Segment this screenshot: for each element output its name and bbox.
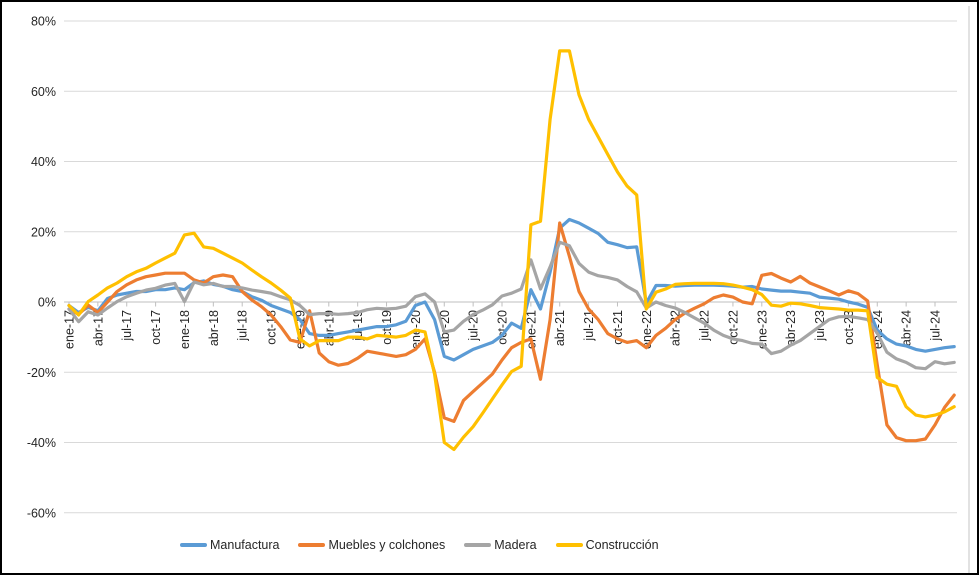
legend: Manufactura Muebles y colchones Madera Cons… [180, 538, 659, 552]
x-axis-tick-label: abr-24 [900, 310, 914, 346]
x-axis-tick-label: jul-19 [351, 310, 365, 342]
x-axis-tick-label: abr-17 [91, 310, 105, 346]
legend-label: Manufactura [210, 538, 280, 552]
x-axis-tick-label: oct-22 [726, 310, 740, 345]
x-axis-tick-label: abr-22 [669, 310, 683, 346]
x-axis-tick-label: jul-22 [698, 310, 712, 342]
x-axis-tick-label: oct-23 [842, 310, 856, 345]
x-axis-tick-label: ene-23 [755, 310, 769, 349]
x-axis-tick-label: jul-18 [236, 310, 250, 342]
legend-swatch-icon [180, 543, 207, 547]
y-axis-tick-label: 80% [31, 15, 56, 29]
x-axis-tick-label: ene-17 [63, 310, 77, 349]
x-axis-tick-label: oct-17 [149, 310, 163, 345]
x-axis-tick-label: jul-17 [120, 310, 134, 342]
legend-item: Construcción [555, 538, 659, 552]
x-axis-tick-label: abr-21 [553, 310, 567, 346]
x-axis-tick-label: jul-21 [582, 310, 596, 342]
y-axis-tick-label: 20% [31, 225, 56, 239]
y-axis-tick-label: 40% [31, 155, 56, 169]
legend-item: Muebles y colchones [298, 538, 445, 552]
x-axis-tick-label: abr-23 [784, 310, 798, 346]
y-axis-tick-label: -60% [27, 506, 56, 520]
legend-label: Madera [494, 538, 537, 552]
series-line-muebles-y-colchones [67, 221, 956, 443]
legend-item: Madera [464, 538, 537, 552]
y-axis-tick-label: 60% [31, 85, 56, 99]
legend-swatch-icon [298, 543, 326, 547]
legend-label: Construcción [585, 538, 659, 552]
y-axis-tick-label: -20% [27, 366, 56, 380]
x-axis-tick-label: abr-18 [207, 310, 221, 346]
x-axis-tick-label: ene-18 [178, 310, 192, 349]
y-axis-tick-label: -40% [27, 436, 56, 450]
legend-swatch-icon [555, 543, 583, 547]
series-line-madera [67, 240, 956, 371]
legend-label: Muebles y colchones [328, 538, 446, 552]
y-axis-tick-label: 0% [38, 296, 56, 310]
x-axis-tick-label: ene-22 [640, 310, 654, 349]
legend-swatch-icon [464, 543, 492, 547]
legend-item: Manufactura [180, 538, 279, 552]
x-axis-tick-label: jul-24 [929, 310, 943, 342]
series-line-construcci-n [67, 49, 956, 452]
x-axis-tick-label: abr-19 [322, 310, 336, 346]
